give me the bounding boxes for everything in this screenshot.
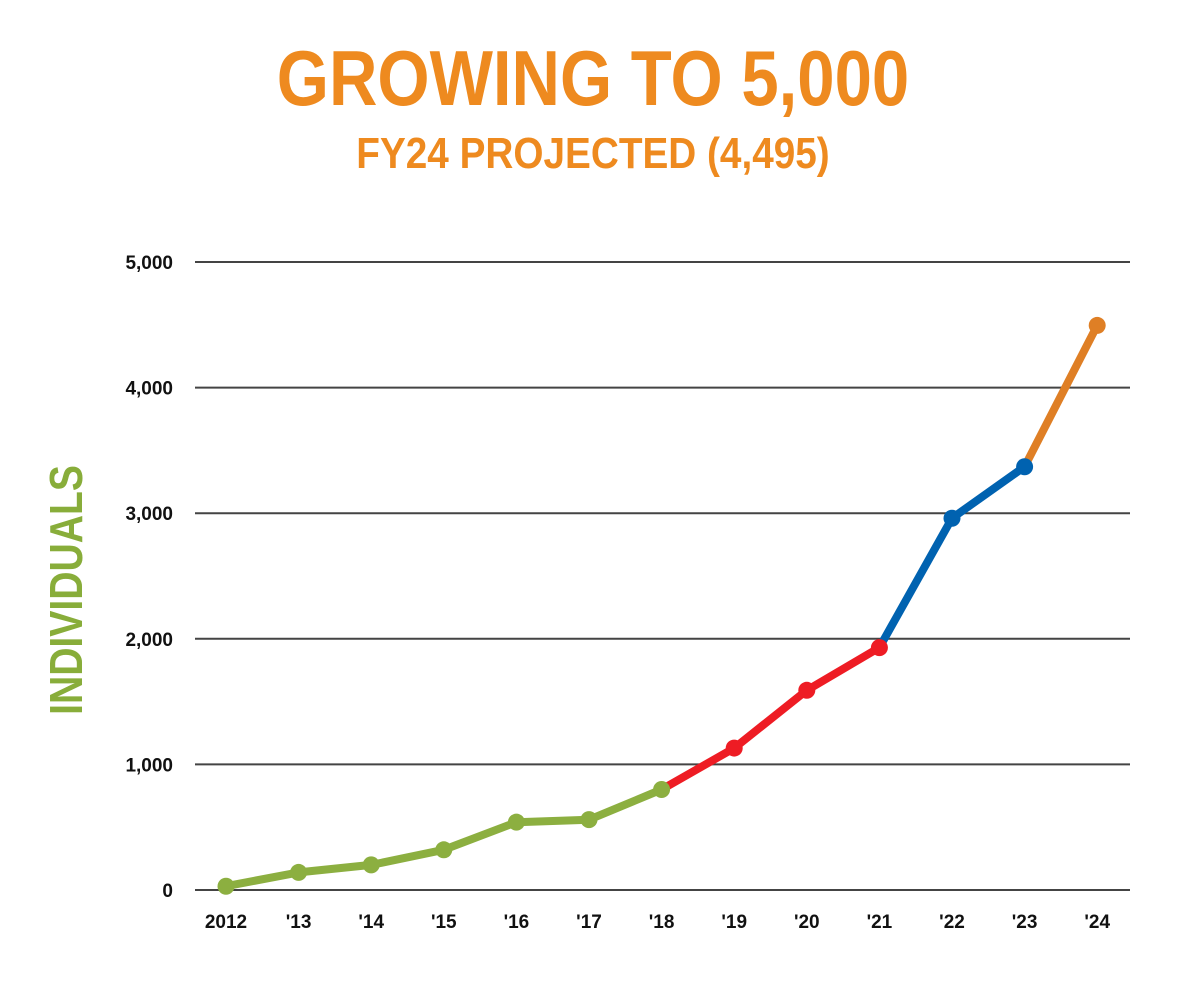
data-point-9 (870, 639, 888, 657)
data-point-4 (507, 813, 525, 831)
x-tick-label-10: '22 (939, 912, 965, 933)
data-point-12 (1088, 316, 1106, 334)
x-tick-label-5: '17 (576, 912, 602, 933)
data-point-8 (798, 681, 816, 699)
x-tick-label-0: 2012 (205, 912, 247, 933)
x-tick-label-2: '14 (358, 912, 384, 933)
x-tick-label-11: '23 (1012, 912, 1038, 933)
data-point-0 (217, 877, 235, 895)
data-point-2 (362, 856, 380, 874)
x-tick-label-3: '15 (431, 912, 457, 933)
data-point-1 (290, 863, 308, 881)
y-tick-label-4: 4,000 (125, 379, 173, 400)
x-tick-label-8: '20 (794, 912, 820, 933)
data-point-3 (435, 841, 453, 859)
x-tick-label-6: '18 (649, 912, 675, 933)
data-point-7 (725, 739, 743, 757)
y-tick-label-0: 0 (162, 881, 173, 902)
series-segment-1 (657, 643, 884, 794)
data-point-10 (943, 509, 961, 527)
data-point-11 (1016, 458, 1034, 476)
data-point-6 (653, 781, 671, 799)
y-tick-label-2: 2,000 (125, 630, 173, 651)
y-tick-label-3: 3,000 (125, 504, 173, 525)
x-tick-label-1: '13 (286, 912, 312, 933)
y-tick-label-5: 5,000 (125, 253, 173, 274)
chart-subtitle: FY24 PROJECTED (4,495) (356, 129, 830, 178)
x-tick-label-7: '19 (721, 912, 747, 933)
x-tick-label-12: '24 (1084, 912, 1110, 933)
data-point-5 (580, 811, 598, 829)
x-tick-label-9: '21 (867, 912, 893, 933)
series-segment-3 (1020, 321, 1102, 471)
series-segment-2 (875, 462, 1029, 652)
chart-title: GROWING TO 5,000 (276, 34, 910, 122)
y-tick-label-1: 1,000 (125, 755, 173, 776)
x-tick-label-4: '16 (504, 912, 530, 933)
